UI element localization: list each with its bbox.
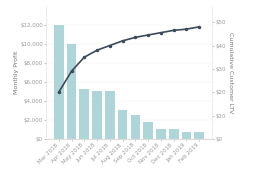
Bar xyxy=(195,132,204,139)
Bar xyxy=(169,130,179,139)
Bar xyxy=(79,89,89,139)
Bar xyxy=(143,122,153,139)
Y-axis label: Monthly Profit: Monthly Profit xyxy=(14,51,19,94)
Bar xyxy=(54,25,63,139)
Bar xyxy=(118,110,127,139)
Bar xyxy=(131,115,140,139)
Bar xyxy=(92,91,102,139)
Bar xyxy=(182,132,191,139)
Y-axis label: Cumulative Customer LTV: Cumulative Customer LTV xyxy=(228,32,233,113)
Bar xyxy=(67,44,76,139)
Bar xyxy=(105,91,115,139)
Bar xyxy=(156,130,166,139)
